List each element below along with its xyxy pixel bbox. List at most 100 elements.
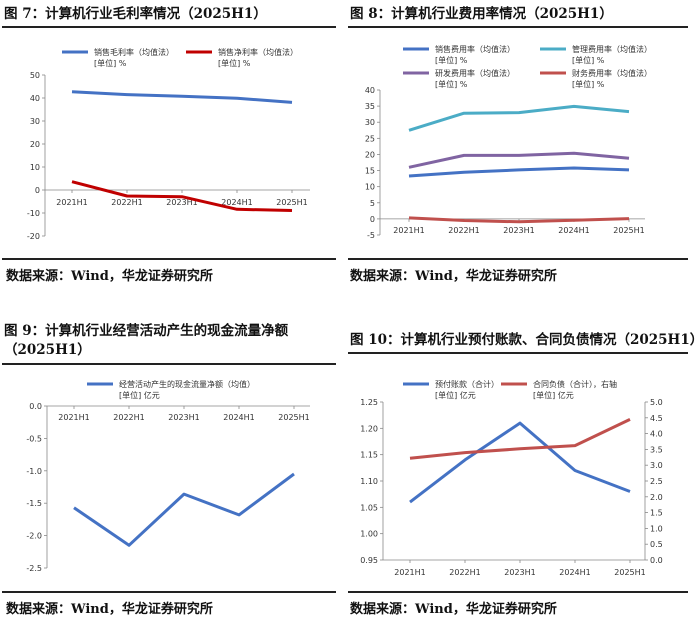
- x-tick-label: 2022H1: [113, 413, 144, 422]
- y-tick-label: 5: [370, 199, 375, 208]
- series-line: [409, 418, 631, 460]
- y-tick-label: -1.0: [26, 467, 42, 476]
- y-tick-label: 1.20: [360, 424, 378, 433]
- y2-tick-label: 4.5: [650, 414, 663, 423]
- legend-unit: [单位] %: [435, 79, 468, 89]
- series-line: [71, 180, 293, 212]
- y-tick-label: 1.15: [360, 451, 378, 460]
- series-line: [71, 90, 293, 104]
- y-tick-label: 1.25: [360, 398, 378, 407]
- y2-tick-label: 4.0: [650, 430, 663, 439]
- x-tick-label: 2021H1: [393, 226, 424, 235]
- legend-label: 经营活动产生的现金流量净额（均值）: [119, 379, 255, 389]
- y-tick-label: 40: [365, 86, 375, 95]
- y2-tick-label: 3.5: [650, 445, 663, 454]
- legend-label: 预付账款（合计）: [435, 379, 499, 389]
- x-tick-label: 2025H1: [614, 568, 645, 577]
- y-tick-label: 0: [370, 215, 375, 224]
- x-tick-label: 2022H1: [448, 226, 479, 235]
- chart-title: 图 8：计算机行业费用率情况（2025H1）: [350, 6, 613, 22]
- x-tick-label: 2022H1: [449, 568, 480, 577]
- y-tick-label: 40: [30, 94, 40, 103]
- legend-unit: [单位] %: [94, 58, 127, 68]
- y-tick-label: 0.95: [360, 556, 378, 565]
- y-tick-label: -20: [27, 232, 40, 241]
- y-tick-label: 35: [365, 102, 375, 111]
- series-line: [409, 421, 631, 504]
- chart-title-line2: （2025H1）: [4, 342, 91, 358]
- y-tick-label: 1.10: [360, 477, 378, 486]
- source-rule: [348, 258, 688, 260]
- legend-unit: [单位] %: [435, 55, 468, 65]
- x-tick-label: 2023H1: [166, 198, 197, 207]
- y2-tick-label: 5.0: [650, 398, 663, 407]
- expense-ratio-chart: 销售费用率（均值法）[单位] %管理费用率（均值法）[单位] %研发费用率（均值…: [365, 44, 652, 240]
- y-tick-label: -10: [27, 209, 40, 218]
- source-rule: [348, 591, 688, 593]
- y-tick-label: -2.5: [26, 564, 42, 573]
- x-tick-label: 2023H1: [168, 413, 199, 422]
- chart-title: 图 9：计算机行业经营活动产生的现金流量净额: [4, 323, 289, 339]
- legend-label: 销售费用率（均值法）: [435, 44, 515, 54]
- x-tick-label: 2025H1: [613, 226, 644, 235]
- y-tick-label: 20: [365, 150, 375, 159]
- y2-tick-label: 0.0: [650, 556, 663, 565]
- cashflow-chart: 经营活动产生的现金流量净额（均值）[单位] 亿元 -2.5 -2.0 -1.5 -1.0…: [26, 379, 310, 573]
- x-tick-label: 2024H1: [221, 198, 252, 207]
- legend-label: 销售净利率（均值法）: [218, 47, 298, 57]
- x-tick-label: 2021H1: [58, 413, 89, 422]
- chart-source: 数据来源：Wind，华龙证券研究所: [6, 602, 213, 617]
- y-tick-label: 20: [30, 140, 40, 149]
- y-tick-label: 15: [365, 167, 375, 176]
- series-line: [408, 104, 630, 132]
- y-tick-label: 10: [30, 163, 40, 172]
- y-tick-label: 25: [365, 134, 375, 143]
- title-rule: [2, 26, 336, 28]
- series-line: [408, 151, 630, 169]
- x-tick-label: 2024H1: [223, 413, 254, 422]
- legend-unit: [单位] 亿元: [119, 390, 160, 400]
- legend-label: 财务费用率（均值法）: [572, 68, 652, 78]
- legend-label: 合同负债（合计），右轴: [533, 379, 617, 389]
- x-tick-label: 2021H1: [394, 568, 425, 577]
- x-tick-label: 2022H1: [111, 198, 142, 207]
- legend-unit: [单位] %: [572, 55, 605, 65]
- y-tick-label: 30: [365, 118, 375, 127]
- y-tick-label: -0.5: [26, 434, 42, 443]
- y-tick-label: 30: [30, 117, 40, 126]
- series-line: [73, 472, 295, 547]
- y-tick-label: 0.0: [29, 402, 42, 411]
- chart-source: 数据来源：Wind，华龙证券研究所: [6, 269, 213, 284]
- chart-title: 图 7：计算机行业毛利率情况（2025H1）: [4, 6, 267, 22]
- y2-tick-label: 2.5: [650, 477, 663, 486]
- y-tick-label: -5: [367, 231, 375, 240]
- chart-title: 图 10：计算机行业预付账款、合同负债情况（2025H1）: [350, 332, 697, 348]
- chart-source: 数据来源：Wind，华龙证券研究所: [350, 602, 557, 617]
- x-tick-label: 2024H1: [559, 568, 590, 577]
- y2-tick-label: 1.5: [650, 509, 663, 518]
- title-rule: [348, 26, 688, 28]
- series-line: [408, 166, 630, 178]
- legend-unit: [单位] %: [572, 79, 605, 89]
- y-tick-label: 1.05: [360, 503, 378, 512]
- x-tick-label: 2025H1: [278, 413, 309, 422]
- source-rule: [2, 258, 336, 260]
- y2-tick-label: 1.0: [650, 524, 663, 533]
- legend-unit: [单位] 亿元: [435, 390, 476, 400]
- x-tick-label: 2021H1: [56, 198, 87, 207]
- legend-label: 管理费用率（均值法）: [572, 44, 652, 54]
- y-tick-label: 50: [30, 71, 40, 80]
- y-tick-label: -2.0: [26, 532, 42, 541]
- legend-label: 销售毛利率（均值法）: [94, 47, 174, 57]
- title-rule: [348, 352, 688, 354]
- y-tick-label: 10: [365, 183, 375, 192]
- legend-label: 研发费用率（均值法）: [435, 68, 515, 78]
- x-tick-label: 2025H1: [276, 198, 307, 207]
- x-tick-label: 2023H1: [503, 226, 534, 235]
- y-tick-label: 0: [35, 186, 40, 195]
- title-rule: [2, 363, 336, 365]
- y2-tick-label: 2.0: [650, 493, 663, 502]
- gross-margin-chart: 销售毛利率（均值法）[单位] %销售净利率（均值法）[单位] %-20-1001…: [27, 47, 310, 241]
- y2-tick-label: 0.5: [650, 540, 663, 549]
- y-tick-label: -1.5: [26, 499, 42, 508]
